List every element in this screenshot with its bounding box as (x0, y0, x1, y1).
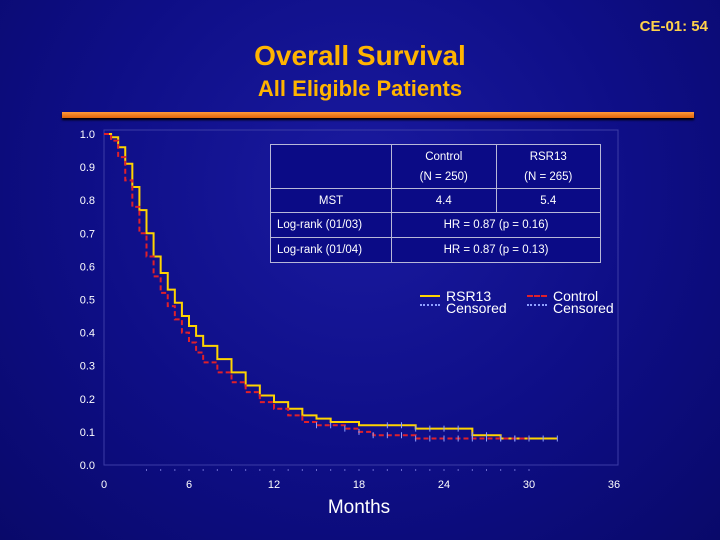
y-tick-label: 0.4 (80, 328, 95, 340)
y-tick-label: 0.7 (80, 228, 95, 240)
slide-id: CE-01: 54 (639, 18, 708, 35)
stats-row-mst: MST 4.4 5.4 (270, 188, 601, 213)
legend-control-label: Control (553, 288, 599, 304)
mst-label: MST (270, 188, 392, 213)
legend-rsr13-censored-swatch (420, 304, 440, 306)
x-tick-label: 30 (523, 479, 535, 491)
y-tick-label: 0.9 (80, 162, 95, 174)
y-tick-label: 0.5 (80, 295, 95, 307)
x-tick-label: 6 (186, 479, 192, 491)
legend-rsr13-censored-label: Censored (446, 300, 507, 316)
logrank1-value: HR = 0.87 (p = 0.16) (391, 212, 601, 238)
legend-control-censored-label: Censored (553, 300, 614, 316)
series-lines (104, 133, 558, 440)
mst-control: 4.4 (391, 188, 497, 213)
y-tick-label: 0.8 (80, 195, 95, 207)
y-tick-label: 0.1 (80, 427, 95, 439)
stats-header-rsr13: RSR13 (N = 265) (495, 144, 601, 189)
legend-rsr13-text: RSR13 Censored (446, 288, 507, 316)
legend-control-swatch (527, 295, 547, 297)
y-tick-label: 0.3 (80, 361, 95, 373)
censor-marks (146, 422, 558, 471)
stats-header-control: Control (N = 250) (391, 144, 497, 189)
stats-corner-cell (270, 144, 392, 189)
x-tick-labels: 0 6 12 18 24 30 36 (101, 479, 620, 491)
y-tick-label: 0.2 (80, 394, 95, 406)
legend-control-censored-swatch (527, 304, 547, 306)
chart-title: Overall Survival (254, 40, 466, 71)
legend-rsr13: RSR13 Censored (420, 288, 520, 316)
x-tick-label: 18 (353, 479, 365, 491)
x-tick-label: 36 (608, 479, 620, 491)
legend-control-text: Control Censored (553, 288, 614, 316)
x-tick-label: 24 (438, 479, 450, 491)
legend-rsr13-swatch (420, 295, 440, 297)
y-tick-label: 0.0 (80, 460, 95, 472)
header-control-n: (N = 250) (419, 170, 468, 183)
stats-row-logrank1: Log-rank (01/03) HR = 0.87 (p = 0.16) (270, 212, 601, 238)
y-tick-label: 0.6 (80, 261, 95, 273)
stats-row-logrank2: Log-rank (01/04) HR = 0.87 (p = 0.13) (270, 237, 601, 263)
stats-header-row: Control (N = 250) RSR13 (N = 265) (270, 144, 601, 189)
plot-frame (103, 129, 619, 466)
legend-rsr13-label: RSR13 (446, 288, 492, 304)
chart-axes (103, 129, 619, 466)
logrank2-value: HR = 0.87 (p = 0.13) (391, 237, 601, 263)
y-tick-label: 1.0 (80, 129, 95, 141)
logrank2-label: Log-rank (01/04) (270, 237, 392, 263)
header-rsr13-name: RSR13 (529, 150, 567, 163)
x-axis-title: Months (328, 497, 390, 518)
x-tick-label: 12 (268, 479, 280, 491)
title-divider (62, 112, 694, 118)
legend-control: Control Censored (527, 288, 622, 316)
logrank1-label: Log-rank (01/03) (270, 212, 392, 238)
chart-subtitle: All Eligible Patients (257, 76, 463, 101)
survival-stats-table: Control (N = 250) RSR13 (N = 265) MST 4.… (270, 144, 601, 263)
header-control-name: Control (425, 150, 463, 163)
mst-rsr13: 5.4 (495, 188, 601, 213)
header-rsr13-n: (N = 265) (524, 170, 573, 183)
x-tick-label: 0 (101, 479, 107, 491)
y-tick-labels: 0.0 0.1 0.2 0.3 0.4 0.5 0.6 0.7 0.8 0.9 1.0 (80, 129, 95, 472)
